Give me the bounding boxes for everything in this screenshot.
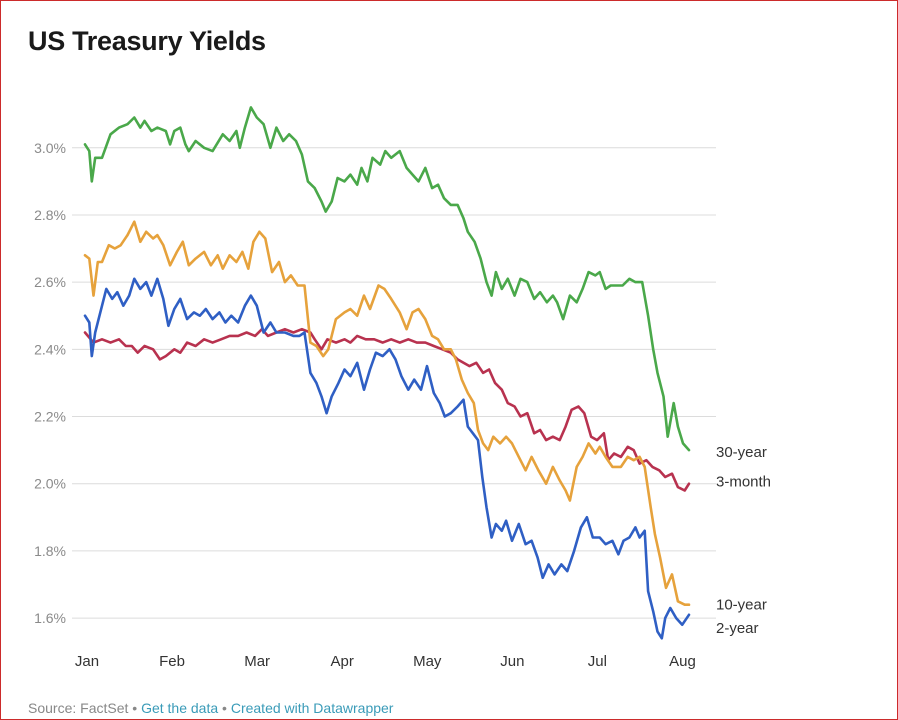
y-axis-tick-labels: 1.6% 1.8% 2.0% 2.2% 2.4% 2.6% 2.8% 3.0%	[34, 140, 66, 626]
y-tick-label: 2.4%	[34, 341, 66, 357]
grid-lines	[72, 147, 716, 619]
y-tick-label: 2.8%	[34, 207, 66, 223]
series-end-label: 10-year	[716, 597, 767, 614]
x-tick-label: Jun	[500, 653, 524, 670]
y-tick-label: 3.0%	[34, 140, 66, 156]
series-line-10-year	[83, 220, 691, 606]
get-data-link[interactable]: Get the data	[141, 700, 219, 716]
series-end-label: 2-year	[716, 620, 759, 637]
x-axis-tick-labels: Jan Feb Mar Apr May Jun Jul Aug	[75, 653, 696, 670]
y-tick-label: 1.6%	[34, 610, 66, 626]
y-tick-label: 2.6%	[34, 274, 66, 290]
chart-title: US Treasury Yields	[28, 26, 266, 56]
footer-separator: •	[132, 700, 138, 716]
footer-separator: •	[222, 700, 227, 716]
x-tick-label: Apr	[331, 653, 354, 670]
series-end-labels: 30-year 3-month 10-year 2-year	[716, 444, 771, 637]
y-tick-label: 2.0%	[34, 476, 66, 492]
footer: Source: FactSet • Get the data • Created…	[28, 700, 393, 716]
x-tick-label: May	[413, 653, 442, 670]
x-tick-label: Jan	[75, 653, 99, 670]
y-tick-label: 2.2%	[34, 409, 66, 425]
series-lines	[83, 106, 691, 640]
series-end-label: 3-month	[716, 474, 771, 491]
x-tick-label: Mar	[244, 653, 270, 670]
x-tick-label: Feb	[159, 653, 185, 670]
x-tick-label: Jul	[588, 653, 607, 670]
x-tick-label: Aug	[669, 653, 696, 670]
series-line-3-month	[83, 327, 691, 492]
series-line-2-year	[83, 277, 691, 640]
y-tick-label: 1.8%	[34, 543, 66, 559]
source-text: Source: FactSet	[28, 700, 129, 716]
datawrapper-link[interactable]: Created with Datawrapper	[230, 700, 394, 716]
line-chart: 1.6% 1.8% 2.0% 2.2% 2.4% 2.6% 2.8% 3.0% Jan Feb M…	[34, 106, 771, 670]
series-end-label: 30-year	[716, 444, 767, 461]
series-line-30-year	[83, 106, 691, 452]
